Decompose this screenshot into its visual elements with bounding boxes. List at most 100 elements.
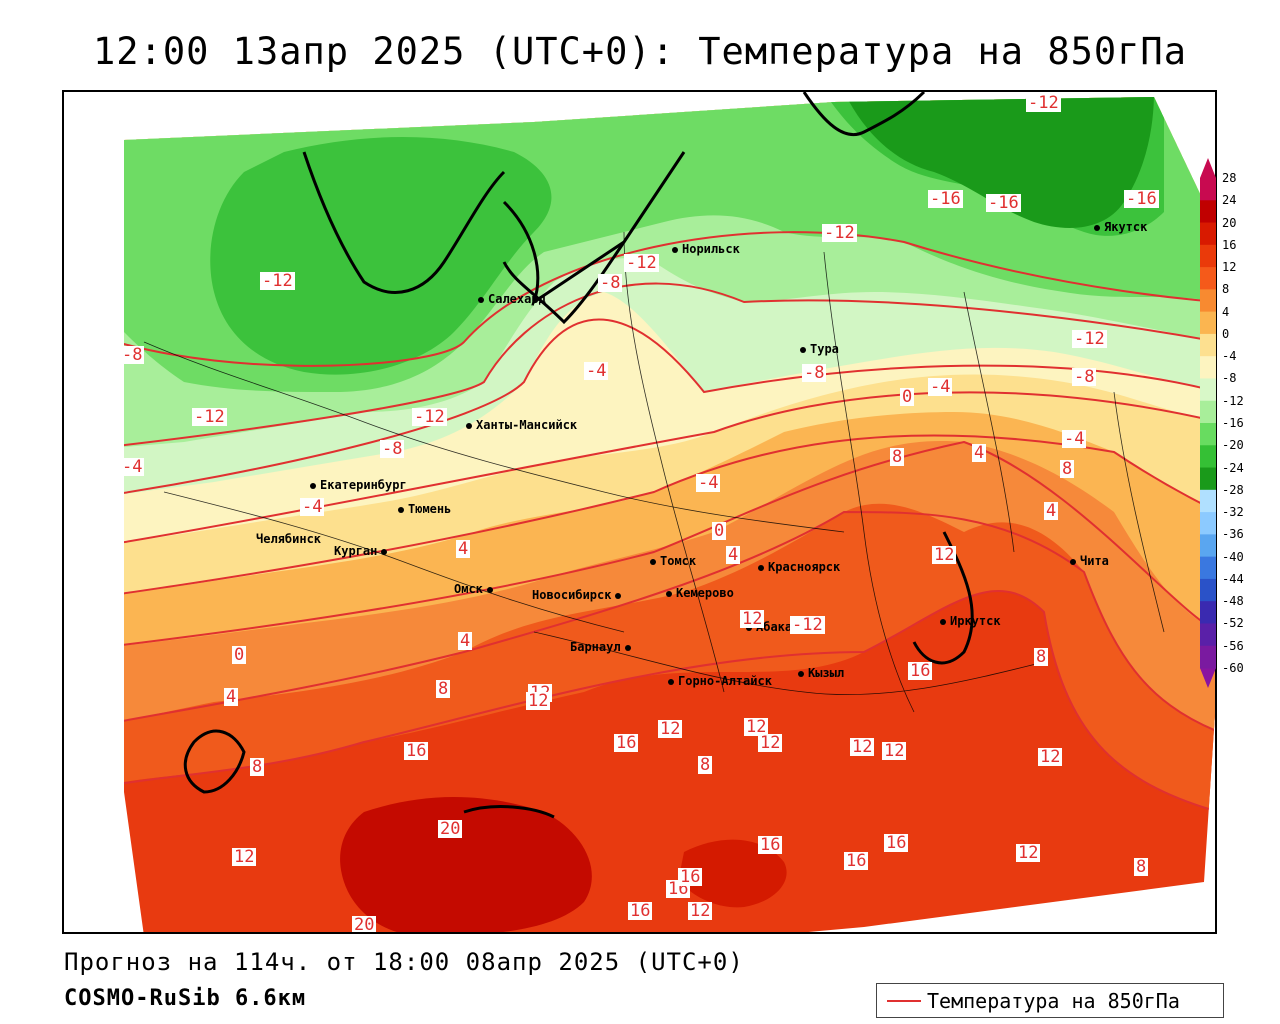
city-tyumen: Тюмень [398,502,451,516]
isotherm-label: -12 [790,615,825,635]
colorbar-swatch [1200,512,1216,535]
legend: Температура на 850гПа [876,983,1224,1018]
isotherm-label: 0 [900,387,915,407]
colorbar-swatch [1200,267,1216,290]
colorbar-tick-label: -8 [1222,371,1237,386]
colorbar-swatch [1200,178,1216,201]
colorbar-swatch [1200,445,1216,469]
city-dot-icon [940,618,946,625]
isotherm-label: 8 [890,447,905,467]
colorbar-tick-label: -36 [1222,527,1244,542]
city-chelyabinsk: Челябинск [256,532,322,546]
isotherm-label: 12 [1016,843,1041,863]
colorbar-tick-label: -44 [1222,571,1244,586]
colorbar-swatch [1200,645,1216,669]
isotherm-label: 8 [436,679,451,699]
legend-label: Температура на 850гПа [927,989,1180,1013]
temperature-colorbar [1200,158,1216,688]
isotherm-label: -4 [928,377,953,397]
colorbar-tick-label: -48 [1222,594,1244,609]
isotherm-label: 0 [712,521,727,541]
city-dot-icon [672,246,678,253]
city-krasnoyarsk: Красноярск [758,560,840,574]
city-novosibirsk: Новосибирск [532,588,625,602]
city-kyzyl: Кызыл [798,666,844,680]
colorbar-swatch [1200,333,1216,357]
isotherm-label: 12 [758,733,783,753]
city-salekhard: Салехард [478,292,546,306]
isotherm-label: 16 [884,833,909,853]
isotherm-label: 4 [458,631,473,651]
forecast-info: Прогноз на 114ч. от 18:00 08апр 2025 (UT… [64,948,744,976]
isotherm-label: -12 [624,253,659,273]
colorbar-swatch [1200,244,1216,268]
isotherm-label: -4 [1062,429,1087,449]
colorbar-tick-label: -28 [1222,482,1244,497]
colorbar-swatch [1200,378,1216,402]
isotherm-label: 12 [932,545,957,565]
city-kurgan: Курган [334,544,391,558]
city-dot-icon [1070,558,1076,565]
city-dot-icon [650,558,656,565]
isotherm-label: 16 [844,851,869,871]
colorbar-tick-label: -56 [1222,638,1244,653]
colorbar-tick-label: 28 [1222,171,1237,185]
isotherm-label: -8 [1072,367,1097,387]
colorbar-tick-label: 0 [1222,326,1230,341]
isotherm-label: 4 [726,545,741,565]
city-gorno-altaysk: Горно-Алтайск [668,674,772,688]
city-dot-icon [310,482,316,489]
isotherm-label: 20 [352,915,377,934]
colorbar-tick-label: 24 [1222,193,1237,208]
isotherm-label: 16 [758,835,783,855]
isotherm-label: 12 [526,691,551,711]
isotherm-label: 8 [1134,857,1149,877]
isotherm-label: -8 [380,439,405,459]
city-dot-icon [478,296,484,303]
city-dot-icon [798,670,804,677]
city-norilsk: Норильск [672,242,740,256]
colorbar-swatch [1200,578,1216,602]
isotherm-label: -12 [412,407,447,427]
city-dot-icon [758,564,764,571]
map-title: 12:00 13апр 2025 (UTC+0): Температура на… [93,30,1187,73]
legend-line-icon [887,1000,921,1002]
colorbar-tick-label: -40 [1222,549,1244,564]
colorbar-tick-label: 12 [1222,260,1237,275]
city-dot-icon [466,422,472,429]
isotherm-label: -4 [584,361,609,381]
isotherm-label: 8 [1060,459,1075,479]
colorbar-tick-label: 20 [1222,215,1237,230]
isotherm-label: -12 [1026,93,1061,113]
city-irkutsk: Иркутск [940,614,1001,628]
isotherm-label: -12 [260,271,295,291]
city-dot-icon [800,346,806,353]
model-name: COSMO-RuSib 6.6км [64,986,307,1011]
map-frame: Норильск Якутск Салехард Тура Ханты-Манс… [62,90,1217,934]
colorbar-tick-label: -52 [1222,616,1244,631]
isotherm-label: 4 [456,539,471,559]
colorbar-swatch [1200,289,1216,313]
isotherm-label: 12 [658,719,683,739]
isotherm-lines [124,231,1215,813]
isotherm-label: -12 [822,223,857,243]
city-yakutsk: Якутск [1094,220,1147,234]
city-barnaul: Барнаул [570,640,635,654]
colorbar-tick-label: 8 [1222,282,1230,297]
isotherm-label: 12 [744,717,769,737]
colorbar-tick-label: -16 [1222,416,1244,430]
region-borders [143,231,1165,713]
temperature-map [124,92,1215,932]
city-khanty-mansiysk: Ханты-Мансийск [466,418,577,432]
colorbar-bottom-arrow [1200,668,1216,688]
colorbar-top-arrow [1200,158,1216,178]
isotherm-label: -16 [928,189,963,209]
isotherm-label: 4 [224,687,239,707]
colorbar-swatch [1200,222,1216,246]
isotherm-label: 16 [404,741,429,761]
isotherm-label: -16 [1124,189,1159,209]
isotherm-label: 0 [232,645,247,665]
isotherm-label: 12 [688,901,713,921]
city-omsk: Омск [454,582,497,596]
colorbar-swatch [1200,556,1216,580]
